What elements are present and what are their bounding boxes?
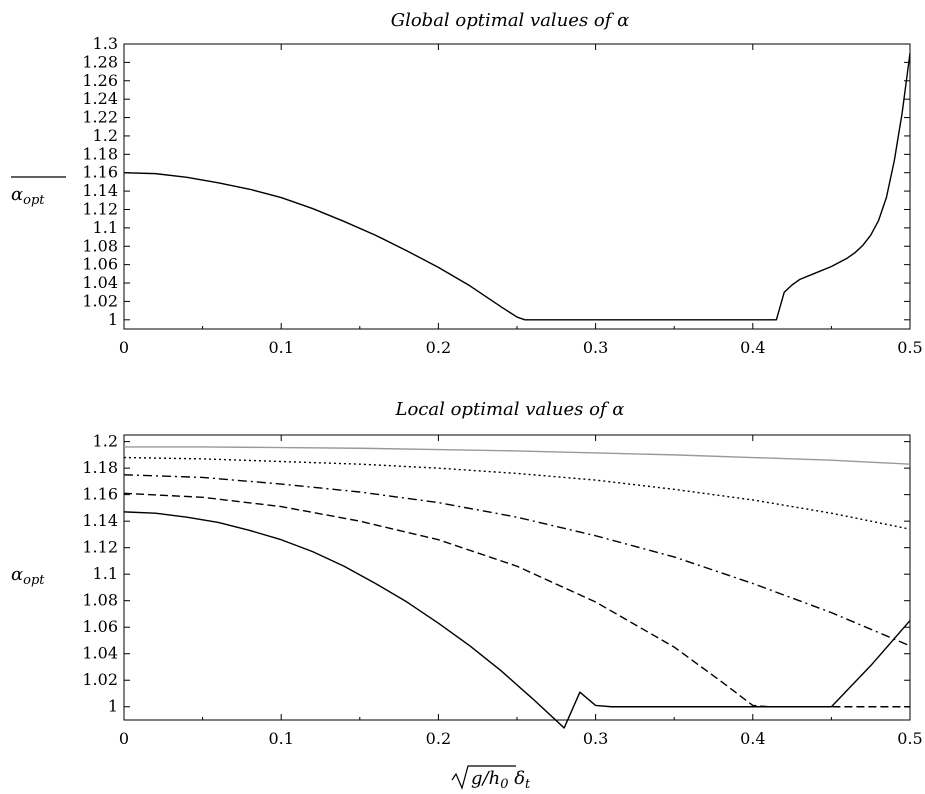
- local-series-line-5: [123, 511, 911, 729]
- local-series-group: [123, 446, 911, 729]
- global-series-group: [123, 53, 911, 321]
- local-y-tick-label: 1: [108, 697, 118, 716]
- local-series-line-2: [123, 456, 911, 530]
- global-x-tick-label: 0.4: [740, 338, 765, 357]
- global-y-tick-label: 1.22: [82, 108, 118, 127]
- global-y-axis-label: αopt: [11, 176, 66, 208]
- global-y-ticks: 11.021.041.061.081.11.121.141.161.181.21…: [82, 34, 910, 329]
- global-chart-title: Global optimal values of α: [391, 10, 630, 31]
- local-series-line-3: [123, 474, 911, 647]
- global-x-tick-label: 0.2: [426, 338, 451, 357]
- local-y-tick-label: 1.08: [82, 591, 118, 610]
- global-series-line-1: [123, 53, 911, 321]
- local-x-tick-label: 0.5: [897, 729, 922, 748]
- global-y-tick-label: 1.04: [82, 273, 118, 292]
- global-chart: Global optimal values of α αopt 0 0.1 0.2 0…: [11, 10, 923, 357]
- local-series-line-1: [124, 446, 911, 465]
- global-x-tick-label: 0.1: [268, 338, 293, 357]
- local-chart-title: Local optimal values of α: [395, 399, 625, 420]
- local-y-axis-label: αopt: [11, 564, 45, 588]
- global-y-tick-label: 1.26: [82, 71, 118, 90]
- local-x-axis-label: g/h0 δt: [451, 765, 531, 792]
- local-plot-frame: [123, 434, 911, 721]
- global-y-tick-label: 1.24: [82, 89, 118, 108]
- global-y-tick-label: 1.02: [82, 291, 118, 310]
- global-y-tick-label: 1.3: [93, 34, 118, 53]
- global-plot-frame: [123, 43, 911, 330]
- local-y-tick-label: 1.12: [82, 538, 118, 557]
- global-y-tick-label: 1.16: [82, 163, 118, 182]
- local-series-line-4: [123, 492, 910, 708]
- local-y-tick-label: 1.1: [93, 564, 118, 583]
- global-y-tick-label: 1.06: [82, 255, 118, 274]
- svg-text:αopt: αopt: [11, 564, 45, 588]
- local-x-ticks: 0 0.1 0.2 0.3 0.4 0.5: [119, 435, 923, 748]
- global-y-tick-label: 1.18: [82, 144, 118, 163]
- global-y-tick-label: 1.28: [82, 52, 118, 71]
- local-y-ticks: 1 1.02 1.04 1.06 1.08 1.1 1.12 1.14 1.16 1.18 1.2: [82, 432, 910, 716]
- local-y-tick-label: 1.16: [82, 485, 118, 504]
- global-y-tick-label: 1.2: [93, 126, 118, 145]
- global-y-tick-label: 1.08: [82, 236, 118, 255]
- local-x-tick-label: 0.2: [426, 729, 451, 748]
- global-y-tick-label: 1: [108, 310, 118, 329]
- global-y-tick-label: 1.1: [93, 218, 118, 237]
- local-y-tick-label: 1.2: [93, 432, 118, 451]
- local-chart: Local optimal values of α αopt 0 0.1 0.2 0.…: [11, 399, 923, 792]
- local-y-tick-label: 1.06: [82, 617, 118, 636]
- local-y-tick-label: 1.18: [82, 458, 118, 477]
- global-y-tick-label: 1.14: [82, 181, 118, 200]
- local-x-tick-label: 0.3: [583, 729, 608, 748]
- local-y-tick-label: 1.14: [82, 511, 118, 530]
- global-x-tick-label: 0: [119, 338, 129, 357]
- local-y-tick-label: 1.04: [82, 644, 118, 663]
- local-x-tick-label: 0.4: [740, 729, 765, 748]
- local-y-tick-label: 1.02: [82, 670, 118, 689]
- svg-text:αopt: αopt: [11, 184, 45, 208]
- global-y-tick-label: 1.12: [82, 199, 118, 218]
- local-x-tick-label: 0.1: [268, 729, 293, 748]
- global-x-tick-label: 0.3: [583, 338, 608, 357]
- svg-text:g/h0 δt: g/h0 δt: [471, 768, 531, 792]
- global-x-tick-label: 0.5: [897, 338, 922, 357]
- local-x-tick-label: 0: [119, 729, 129, 748]
- global-x-ticks: 0 0.1 0.2 0.3 0.4 0.5: [119, 44, 923, 357]
